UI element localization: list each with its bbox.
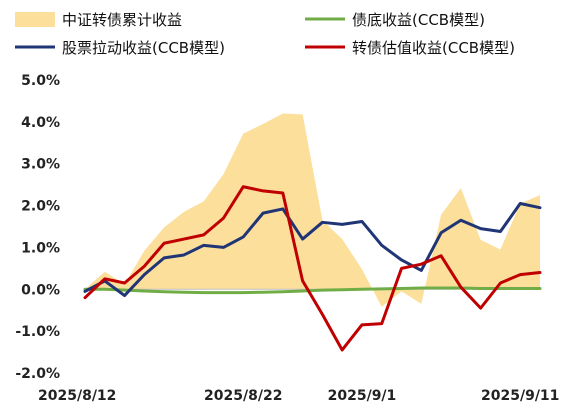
y-tick-label: -2.0% [15, 366, 60, 382]
legend-label-valuation: 转债估值收益(CCB模型) [352, 39, 515, 57]
y-tick-label: -1.0% [15, 324, 60, 340]
legend-label-bond-floor: 债底收益(CCB模型) [352, 11, 485, 29]
series-line-1 [83, 286, 542, 295]
legend-swatch-convertible-index [15, 12, 55, 27]
x-tick-label: 2025/8/22 [204, 388, 282, 404]
series-line-3 [83, 185, 542, 352]
y-tick-label: 5.0% [21, 73, 60, 89]
y-axis: 5.0% 4.0% 3.0% 2.0% 1.0% 0.0% -1.0% -2.0% [15, 73, 60, 382]
x-tick-label: 2025/8/12 [38, 388, 116, 404]
plot-area [83, 113, 542, 352]
y-tick-label: 1.0% [21, 240, 60, 256]
y-tick-label: 3.0% [21, 157, 60, 173]
x-tick-label: 2025/9/11 [481, 388, 559, 404]
series-area-0 [85, 113, 540, 307]
legend-label-convertible-index: 中证转债累计收益 [62, 11, 182, 29]
series-line-2 [83, 201, 542, 298]
legend-label-stock-driven: 股票拉动收益(CCB模型) [62, 39, 225, 57]
x-axis: 2025/8/12 2025/8/22 2025/9/1 2025/9/11 [38, 388, 559, 404]
y-tick-label: 2.0% [21, 199, 60, 215]
y-tick-label: 4.0% [21, 115, 60, 131]
legend: 中证转债累计收益 债底收益(CCB模型) 股票拉动收益(CCB模型) 转债估值收… [15, 11, 515, 57]
x-tick-label: 2025/9/1 [328, 388, 397, 404]
y-tick-label: 0.0% [21, 282, 60, 298]
